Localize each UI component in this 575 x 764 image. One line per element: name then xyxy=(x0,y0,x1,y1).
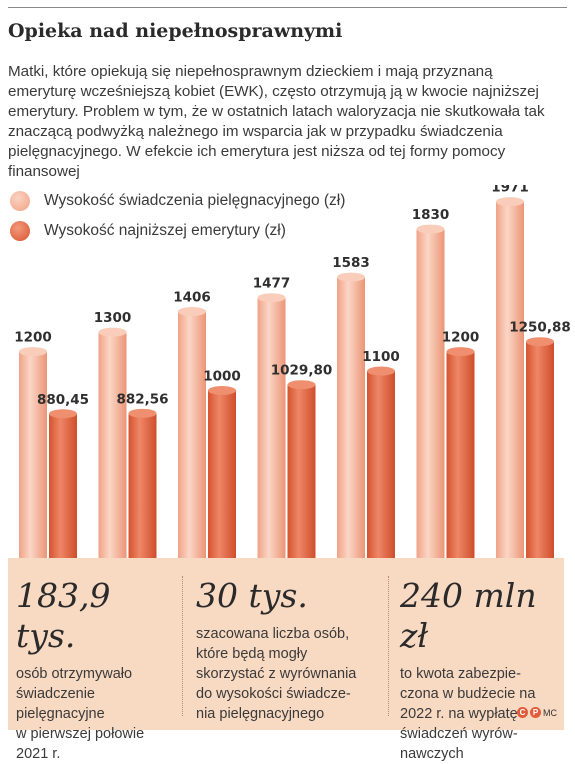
data-label: 1830 xyxy=(412,207,450,223)
stat-line: do wysokości świadcze- xyxy=(196,686,351,702)
data-label: 1000 xyxy=(203,369,241,385)
publisher-icon: P xyxy=(530,707,541,718)
bar-cap xyxy=(287,380,316,390)
stat-line: szacowana liczba osób, xyxy=(196,626,350,642)
bar-cap xyxy=(446,347,475,357)
data-label: 1100 xyxy=(362,349,400,365)
legend-swatch-min-pension xyxy=(10,221,30,241)
bar-care-benefit: 1971 xyxy=(491,185,529,585)
bar-cap xyxy=(208,386,236,395)
bar-cap xyxy=(98,327,127,337)
data-label: 880,45 xyxy=(37,392,89,408)
bar-body xyxy=(496,201,524,585)
bar-min-pension: 1250,88 xyxy=(509,320,571,585)
legend: Wysokość świadczenia pielęgnacyjnego (zł… xyxy=(8,188,345,248)
bar-body xyxy=(49,413,77,585)
data-label: 1300 xyxy=(94,310,132,326)
bar-min-pension: 1100 xyxy=(362,349,400,585)
stat-line: skorzystać z wyrównania xyxy=(196,666,357,682)
data-label: 1200 xyxy=(442,330,480,346)
legend-label-min-pension: Wysokość najniższej emerytury (zł) xyxy=(44,222,286,239)
stat-recipients-value: 183,9 tys. xyxy=(16,576,111,655)
data-label: 882,56 xyxy=(116,391,168,407)
stat-line: to kwota zabezpie- xyxy=(400,666,521,682)
stat-estimated: 30 tys. szacowana liczba osób, które będ… xyxy=(196,558,386,724)
bar-body xyxy=(337,277,365,585)
bar-cap xyxy=(337,272,365,282)
stat-estimated-value: 30 tys. xyxy=(196,576,308,615)
bar-cap xyxy=(49,409,77,419)
bar-body xyxy=(367,371,395,585)
bar-body xyxy=(98,332,127,585)
stat-line: w pierwszej połowie xyxy=(16,726,145,742)
bar-body xyxy=(208,390,236,585)
stats-panel: 183,9 tys. osób otrzymywało świadczenie … xyxy=(8,558,564,762)
stat-budget-desc: to kwota zabezpie- czona w budżecie na 2… xyxy=(400,664,564,764)
bar-body xyxy=(416,229,445,585)
legend-label-care-benefit: Wysokość świadczenia pielęgnacyjnego (zł… xyxy=(44,192,346,209)
bar-care-benefit: 1830 xyxy=(412,207,450,585)
bar-min-pension: 1029,80 xyxy=(271,363,333,585)
data-label: 1250,88 xyxy=(509,320,571,336)
stat-estimated-desc: szacowana liczba osób, które będą mogły … xyxy=(196,624,386,724)
bar-care-benefit: 1406 xyxy=(173,290,211,585)
stat-line: osób otrzymywało xyxy=(16,666,133,682)
bar-body xyxy=(287,384,316,585)
intro-text: Matki, które opiekują się niepełnosprawn… xyxy=(8,63,545,180)
data-label: 1477 xyxy=(253,276,291,292)
data-label: 1583 xyxy=(332,255,370,271)
bar-care-benefit: 1200 xyxy=(14,330,52,585)
stat-recipients-desc: osób otrzymywało świadczenie pielęgnacyj… xyxy=(16,664,176,764)
credit: C P MC xyxy=(517,707,557,718)
data-label: 1029,80 xyxy=(271,363,333,379)
bar-body xyxy=(257,297,286,585)
stat-line: 2022 r. na wypłatę xyxy=(400,706,518,722)
stat-line: które będą mogły xyxy=(196,646,308,662)
bar-cap xyxy=(19,347,47,357)
stat-budget: 240 mln zł to kwota zabezpie- czona w bu… xyxy=(400,558,564,764)
bar-cap xyxy=(496,197,524,207)
bar-min-pension: 882,56 xyxy=(116,391,169,585)
stat-line: 2021 r. xyxy=(16,746,61,762)
bar-chart: 1200 1300 1406 1477 1583 1830 1971 880,45 882,56… xyxy=(14,185,571,585)
stat-line: nawczych xyxy=(400,746,464,762)
top-rule xyxy=(8,7,567,8)
legend-swatch-care-benefit xyxy=(10,191,30,211)
legend-item-min-pension: Wysokość najniższej emerytury (zł) xyxy=(8,218,345,244)
bar-cap xyxy=(367,366,395,376)
bar-cap xyxy=(128,408,157,418)
bar-care-benefit: 1477 xyxy=(253,276,291,585)
stat-recipients: 183,9 tys. osób otrzymywało świadczenie … xyxy=(16,558,176,764)
bar-cap xyxy=(526,337,554,347)
credit-author: MC xyxy=(543,707,557,718)
bar-care-benefit: 1300 xyxy=(94,310,132,585)
stat-line: nia pielęgnacyjnego xyxy=(196,706,325,722)
stat-separator xyxy=(182,576,183,716)
stat-budget-value: 240 mln zł xyxy=(400,576,537,655)
bar-body xyxy=(178,311,206,585)
stat-line: pielęgnacyjne xyxy=(16,706,105,722)
bar-min-pension: 1200 xyxy=(442,330,480,585)
stat-separator xyxy=(388,576,389,716)
legend-item-care-benefit: Wysokość świadczenia pielęgnacyjnego (zł… xyxy=(8,188,345,214)
bar-min-pension: 880,45 xyxy=(37,392,89,585)
bar-cap xyxy=(416,224,445,234)
bar-cap xyxy=(178,307,206,317)
copyright-icon: C xyxy=(517,707,528,718)
stat-line: czona w budżecie na xyxy=(400,686,536,702)
page-title: Opieka nad niepełnosprawnymi xyxy=(8,20,343,42)
bar-body xyxy=(526,341,554,585)
stat-line: świadczeń wyrów- xyxy=(400,726,518,742)
data-label: 1406 xyxy=(173,290,211,306)
bar-body xyxy=(446,351,475,585)
data-label: 1200 xyxy=(14,330,52,346)
bar-body xyxy=(128,413,157,585)
stat-line: świadczenie xyxy=(16,686,95,702)
bar-care-benefit: 1583 xyxy=(332,255,370,585)
bar-cap xyxy=(257,293,286,303)
bar-min-pension: 1000 xyxy=(203,369,241,585)
bar-body xyxy=(19,351,47,585)
data-label: 1971 xyxy=(491,185,529,196)
